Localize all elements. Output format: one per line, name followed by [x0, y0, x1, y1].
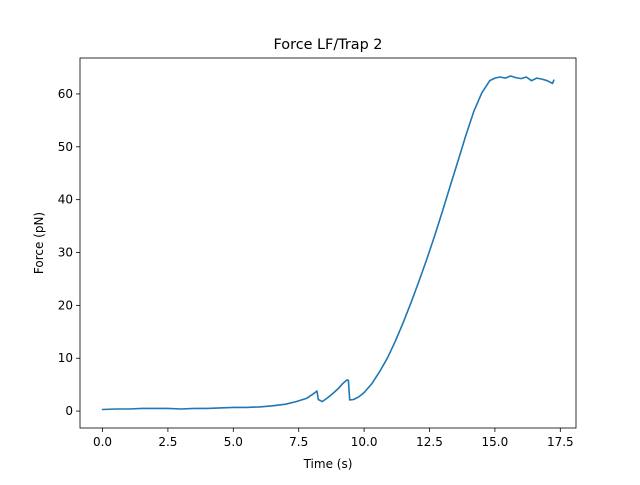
- series-line-0: [101, 75, 555, 411]
- x-tick-label: 5.0: [224, 435, 243, 449]
- y-tick-label: 40: [58, 193, 73, 207]
- chart-title: Force LF/Trap 2: [274, 37, 383, 53]
- x-tick-label: 2.5: [158, 435, 177, 449]
- x-axis-label: Time (s): [303, 457, 353, 471]
- x-tick-label: 10.0: [351, 435, 378, 449]
- x-tick-label: 12.5: [416, 435, 443, 449]
- axes-frame: [79, 57, 577, 429]
- y-axis-ticks: 0 10 20 30 40 50 60: [58, 87, 80, 418]
- y-tick-label: 10: [58, 351, 73, 365]
- y-tick-label: 0: [65, 404, 73, 418]
- plot-area: [101, 75, 555, 411]
- x-tick-label: 17.5: [547, 435, 574, 449]
- y-tick-label: 30: [58, 246, 73, 260]
- x-tick-label: 7.5: [289, 435, 308, 449]
- y-tick-label: 60: [58, 87, 73, 101]
- y-tick-label: 20: [58, 298, 73, 312]
- x-tick-label: 15.0: [482, 435, 509, 449]
- x-axis-ticks: 0.0 2.5 5.0 7.5 10.0 12.5 15.0 17.5: [93, 428, 574, 449]
- x-tick-label: 0.0: [93, 435, 112, 449]
- y-tick-label: 50: [58, 140, 73, 154]
- y-axis-label: Force (pN): [32, 212, 46, 274]
